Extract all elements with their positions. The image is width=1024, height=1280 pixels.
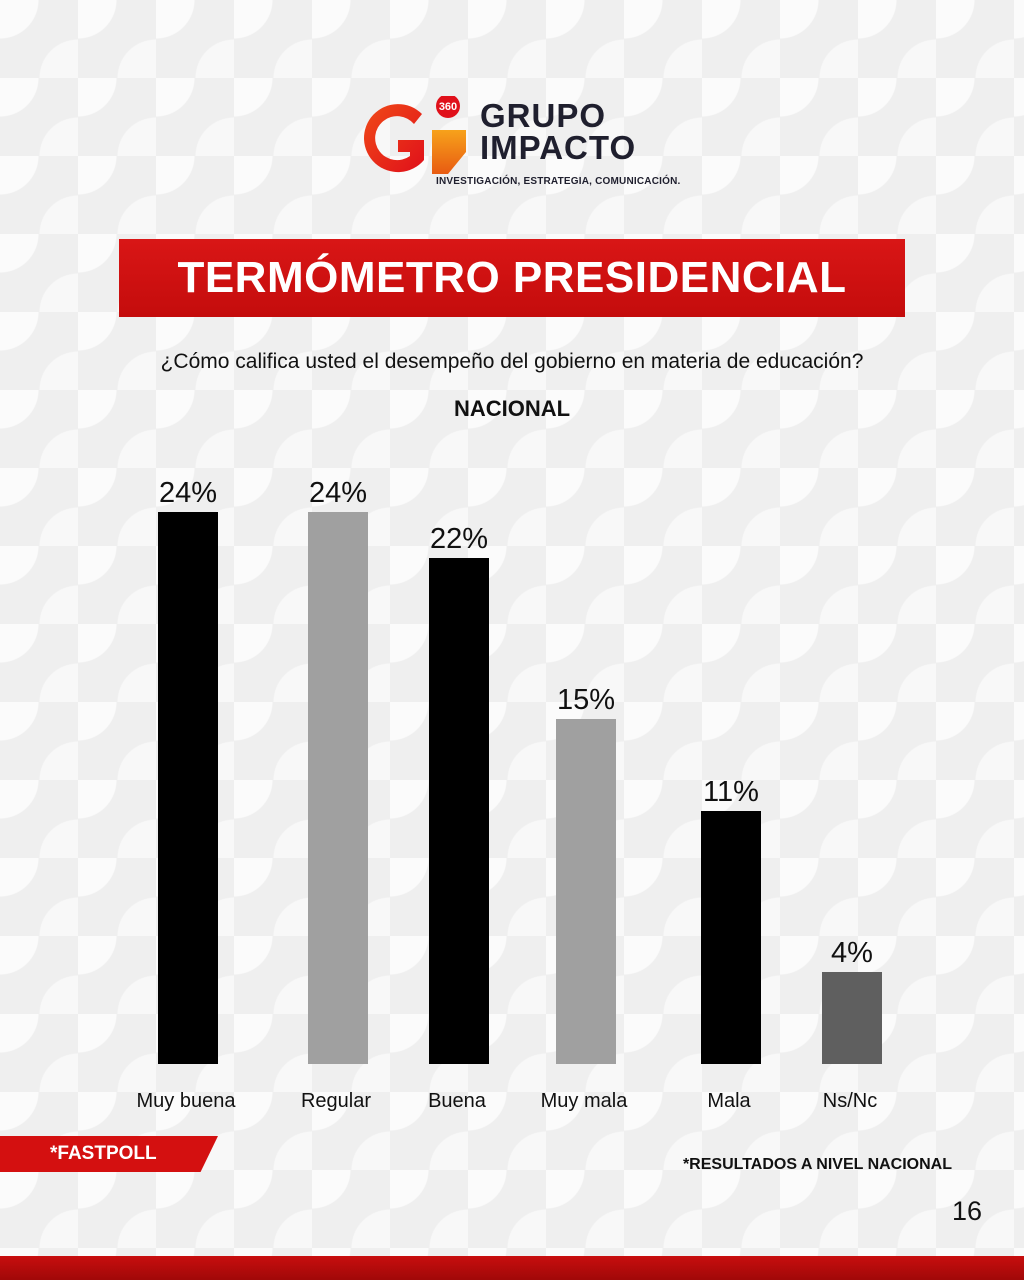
data-label: 24% (159, 477, 217, 509)
category-label: Muy mala (541, 1090, 629, 1112)
bar-muy-mala (556, 719, 616, 1064)
grupo-impacto-logo: 360 GRUPO IMPACTO INVESTIGACIÓN, ESTRATE… (352, 96, 682, 196)
brand-tagline: INVESTIGACIÓN, ESTRATEGIA, COMUNICACIÓN. (436, 176, 681, 187)
brand-line-2: IMPACTO (480, 129, 637, 166)
category-label: Regular (301, 1090, 371, 1112)
data-label: 15% (557, 684, 615, 716)
data-label: 11% (703, 776, 759, 808)
category-label: Buena (428, 1090, 487, 1112)
data-label: 22% (430, 523, 488, 555)
bar-chart: 24% Muy buena 24% Regular 22% Buena 15% Muy mal… (137, 477, 882, 1112)
bar-buena (429, 558, 489, 1064)
gi-monogram-icon: 360 (364, 96, 466, 174)
category-label: Muy buena (137, 1090, 237, 1112)
bar-muy-buena (158, 512, 218, 1064)
page-title: TERMÓMETRO PRESIDENCIAL (177, 253, 847, 302)
category-label: Mala (707, 1090, 751, 1112)
fastpoll-tag: *FASTPOLL (0, 1136, 218, 1172)
bar-ns-nc (822, 972, 882, 1064)
brand-line-1: GRUPO (480, 97, 607, 134)
title-banner: TERMÓMETRO PRESIDENCIAL (119, 239, 905, 317)
region-label: NACIONAL (453, 396, 571, 421)
data-label: 24% (309, 477, 367, 509)
data-label: 4% (831, 937, 873, 969)
bar-mala (701, 811, 761, 1064)
survey-question: ¿Cómo califica usted el desempeño del go… (160, 350, 864, 373)
page-number: 16 (951, 1196, 982, 1226)
badge-360: 360 (439, 101, 457, 113)
brand-name: GRUPO IMPACTO (480, 97, 637, 166)
results-footnote: *RESULTADOS A NIVEL NACIONAL (682, 1156, 952, 1173)
fastpoll-label: *FASTPOLL (50, 1143, 157, 1164)
bottom-bar (0, 1256, 1024, 1280)
bar-regular (308, 512, 368, 1064)
category-label: Ns/Nc (823, 1090, 877, 1112)
